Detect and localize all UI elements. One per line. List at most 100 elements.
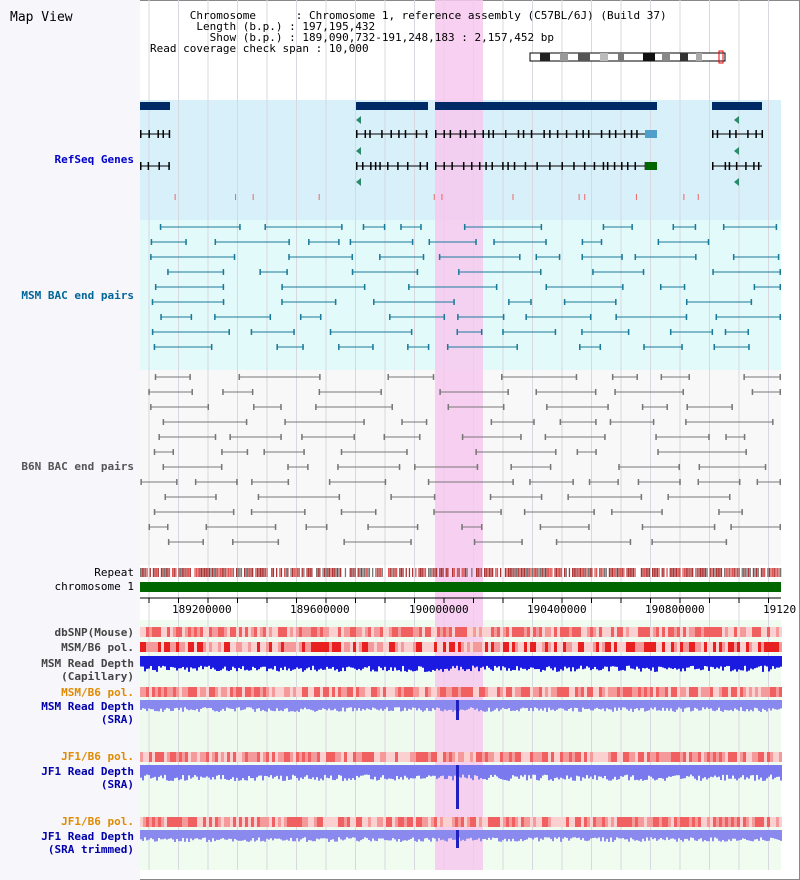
depth-bar: [320, 765, 322, 779]
jf1-read-depth-sra-label-1[interactable]: JF1 Read Depth: [41, 765, 134, 778]
depth-bar: [712, 700, 714, 711]
depth-bar: [704, 656, 706, 667]
msm-b6-pol-label-1[interactable]: MSM/B6 pol.: [61, 641, 134, 654]
depth-bar: [358, 830, 360, 842]
heat-cell: [437, 687, 440, 697]
exon: [543, 130, 545, 138]
depth-bar: [146, 656, 148, 669]
depth-bar: [246, 765, 248, 781]
heat-cell: [341, 752, 344, 762]
depth-bar: [628, 830, 630, 842]
heat-cell: [605, 687, 608, 697]
depth-bar: [434, 700, 436, 710]
depth-bar: [728, 700, 730, 711]
heat-cell: [221, 627, 224, 637]
heat-cell: [710, 817, 713, 827]
msm-read-depth-cap-label-1[interactable]: MSM Read Depth: [41, 657, 134, 670]
repeat-element: [213, 568, 215, 577]
repeat-element: [173, 568, 175, 577]
depth-bar: [418, 830, 420, 840]
bac-end: [222, 299, 225, 305]
heat-cell: [440, 642, 443, 652]
heat-cell: [608, 627, 611, 637]
heat-cell: [479, 627, 482, 637]
heat-cell: [638, 752, 641, 762]
depth-bar: [410, 830, 412, 839]
refseq-genes-label[interactable]: RefSeq Genes: [54, 153, 134, 166]
heat-cell: [509, 817, 512, 827]
repeat-element: [540, 568, 542, 577]
dbsnp-label[interactable]: dbSNP(Mouse): [54, 626, 134, 639]
depth-bar: [514, 830, 516, 842]
depth-bar: [170, 765, 172, 781]
heat-cell: [692, 627, 695, 637]
depth-bar: [690, 830, 692, 838]
depth-bar: [294, 656, 296, 670]
jf1-read-depth-trim-label-1[interactable]: JF1 Read Depth: [41, 830, 134, 843]
heat-cell: [320, 752, 323, 762]
bac-end: [280, 404, 282, 410]
repeat-element: [621, 568, 623, 577]
repeat-element: [663, 568, 665, 577]
msm-read-depth-sra-label-1[interactable]: MSM Read Depth: [41, 700, 134, 713]
depth-bar: [440, 700, 442, 711]
jf1-b6-pol-label-1[interactable]: JF1/B6 pol.: [61, 750, 134, 763]
depth-bar: [498, 765, 500, 779]
exon: [485, 162, 487, 170]
depth-bar: [724, 700, 726, 710]
heat-cell: [650, 817, 653, 827]
msm-b6-pol-label-2[interactable]: MSM/B6 pol.: [61, 686, 134, 699]
repeat-element: [706, 568, 708, 577]
repeat-element: [180, 568, 182, 577]
exon: [729, 130, 731, 138]
bac-end: [343, 539, 345, 545]
depth-bar: [404, 765, 406, 776]
depth-bar: [642, 656, 644, 669]
depth-bar: [644, 700, 646, 712]
depth-bar: [430, 656, 432, 672]
depth-bar: [758, 765, 760, 780]
depth-bar: [556, 656, 558, 672]
heat-cell: [341, 642, 344, 652]
heat-cell: [518, 817, 521, 827]
msm-bac-label[interactable]: MSM BAC end pairs: [21, 289, 134, 302]
repeat-element: [167, 568, 169, 577]
heat-cell: [326, 627, 329, 637]
depth-bar: [258, 830, 260, 838]
depth-bar: [226, 830, 228, 840]
repeat-element: [359, 568, 361, 577]
exon: [735, 130, 737, 138]
depth-bar: [172, 830, 174, 840]
jf1-b6-pol-label-2[interactable]: JF1/B6 pol.: [61, 815, 134, 828]
heat-cell: [254, 642, 257, 652]
bac-end: [779, 314, 781, 320]
b6n-bac-label[interactable]: B6N BAC end pairs: [21, 460, 134, 473]
repeat-element: [324, 568, 326, 577]
heat-cell: [392, 627, 395, 637]
depth-bar: [332, 656, 334, 668]
repeat-element: [620, 568, 622, 577]
depth-bar: [656, 700, 658, 711]
heat-cell: [422, 752, 425, 762]
heat-cell: [656, 687, 659, 697]
depth-bar: [448, 656, 450, 671]
heat-cell: [587, 817, 590, 827]
repeat-element: [445, 568, 447, 577]
heat-cell: [506, 642, 509, 652]
heat-cell: [683, 642, 686, 652]
heat-cell: [641, 817, 644, 827]
heat-cell: [347, 627, 350, 637]
heat-cell: [512, 752, 515, 762]
depth-bar: [454, 765, 456, 776]
heat-cell: [269, 642, 272, 652]
depth-bar: [732, 830, 734, 839]
depth-bar: [776, 830, 778, 840]
depth-bar: [670, 765, 672, 777]
heat-cell: [491, 687, 494, 697]
heat-cell: [608, 752, 611, 762]
depth-bar: [200, 830, 202, 840]
heat-cell: [503, 817, 506, 827]
heat-cell: [596, 687, 599, 697]
exon: [636, 130, 638, 138]
